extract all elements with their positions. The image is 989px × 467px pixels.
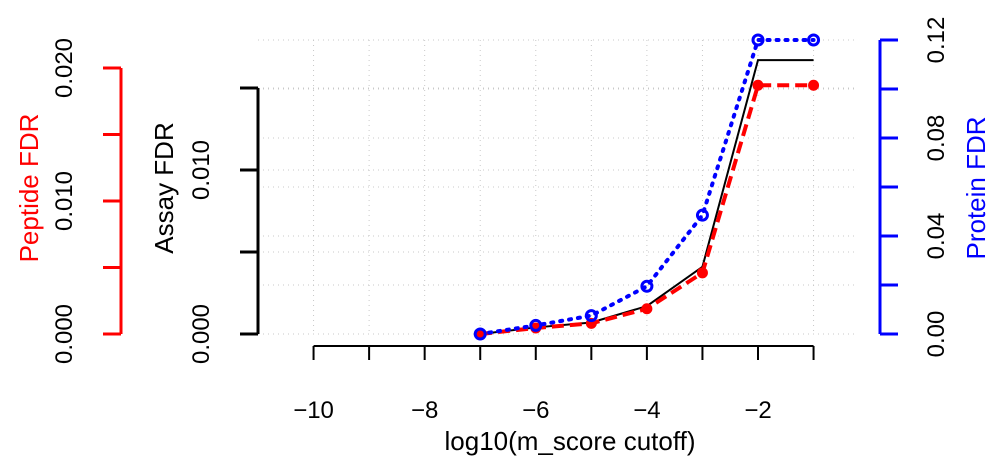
peptide-fdr-line (480, 83, 814, 336)
grid-layer (258, 39, 858, 335)
peptide-tick-label: 0.020 (51, 38, 78, 98)
peptide-fdr-point (641, 303, 653, 315)
x-axis-label: log10(m_score cutoff) (445, 426, 696, 456)
axis-layer: −10 −8 −6 −4 −2 0.000 0.010 0.020 0.000 0.010 0.00… (51, 17, 950, 424)
x-tick-label: −2 (744, 397, 771, 424)
x-tick-label: −8 (411, 397, 438, 424)
protein-tick-label: 0.04 (923, 213, 950, 260)
protein-fdr-point (807, 33, 821, 47)
peptide-axis-label: Peptide FDR (14, 114, 44, 263)
peptide-fdr-point (808, 79, 820, 91)
peptide-fdr-point (696, 267, 708, 279)
protein-fdr-point (473, 327, 487, 341)
protein-fdr-point (584, 309, 598, 323)
protein-fdr-point (695, 208, 709, 222)
assay-tick-label: 0.010 (188, 140, 215, 200)
protein-axis-label: Protein FDR (961, 116, 989, 259)
peptide-tick-label: 0.000 (51, 304, 78, 364)
protein-tick-label: 0.08 (923, 115, 950, 162)
protein-tick-label: 0.12 (923, 17, 950, 64)
point-layer (473, 33, 821, 341)
peptide-fdr-point (752, 79, 764, 91)
protein-tick-label: 0.00 (923, 311, 950, 358)
x-tick-label: −6 (522, 397, 549, 424)
x-tick-label: −10 (293, 397, 334, 424)
x-tick-label: −4 (633, 397, 660, 424)
assay-axis-label: Assay FDR (149, 122, 179, 253)
assay-tick-label: 0.000 (188, 304, 215, 364)
protein-fdr-point (640, 279, 654, 293)
protein-fdr-point (751, 33, 765, 47)
protein-fdr-point (529, 318, 543, 332)
assay-fdr-line (480, 59, 814, 335)
peptide-tick-label: 0.010 (51, 171, 78, 231)
